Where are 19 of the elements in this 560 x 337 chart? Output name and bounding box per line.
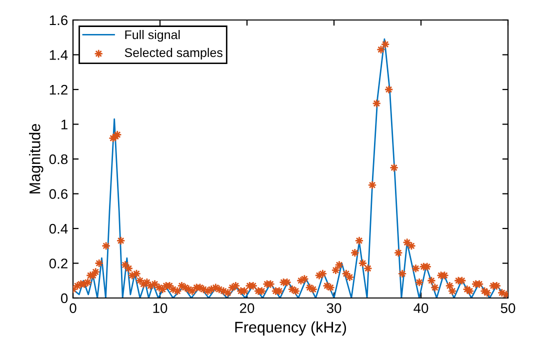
legend-label: Full signal [125, 30, 180, 42]
x-tick-label: 0 [70, 303, 76, 314]
y-tick-label: 0.2 [49, 258, 68, 268]
y-tick-label: 0.4 [49, 224, 68, 234]
x-tick-label: 40 [414, 303, 428, 314]
y-tick-label: 0.8 [49, 154, 68, 164]
y-tick-label: 1 [61, 120, 68, 130]
y-tick-label: 0.6 [49, 189, 68, 199]
x-tick-label: 10 [153, 303, 168, 314]
x-tick-label: 50 [500, 303, 516, 314]
y-tick-label: 0 [60, 293, 68, 304]
y-tick-label: 1.6 [50, 15, 68, 26]
x-tick-label: 20 [240, 303, 254, 314]
legend-label: Selected samples [124, 48, 222, 60]
x-tick-label: 30 [326, 303, 342, 314]
y-axis-title: Magnitude [29, 124, 44, 194]
x-axis-title: Frequency (kHz) [235, 321, 346, 336]
y-tick-label: 1.4 [50, 50, 68, 60]
y-tick-label: 1.2 [50, 84, 68, 95]
